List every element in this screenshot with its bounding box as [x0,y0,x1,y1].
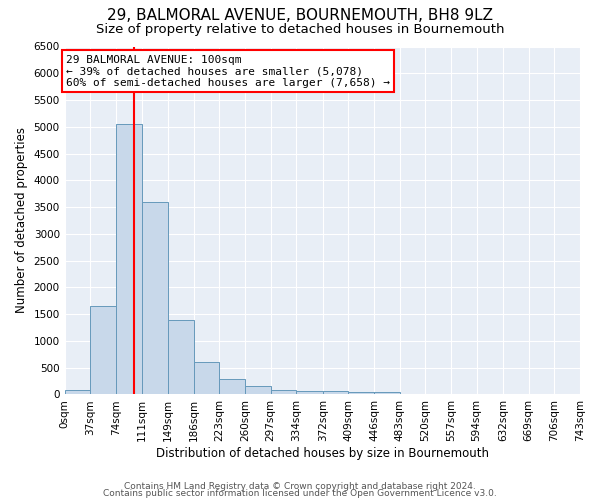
Bar [349,392,374,394]
Bar [116,124,142,394]
Bar [271,390,296,394]
Text: Contains public sector information licensed under the Open Government Licence v3: Contains public sector information licen… [103,489,497,498]
Bar [374,392,400,394]
Bar [142,202,168,394]
Text: 29 BALMORAL AVENUE: 100sqm
← 39% of detached houses are smaller (5,078)
60% of s: 29 BALMORAL AVENUE: 100sqm ← 39% of deta… [66,54,390,88]
Bar [296,390,323,394]
Bar [65,390,91,394]
Text: 29, BALMORAL AVENUE, BOURNEMOUTH, BH8 9LZ: 29, BALMORAL AVENUE, BOURNEMOUTH, BH8 9L… [107,8,493,22]
Y-axis label: Number of detached properties: Number of detached properties [15,128,28,314]
Bar [323,391,349,394]
Text: Size of property relative to detached houses in Bournemouth: Size of property relative to detached ho… [96,22,504,36]
X-axis label: Distribution of detached houses by size in Bournemouth: Distribution of detached houses by size … [156,447,489,460]
Text: Contains HM Land Registry data © Crown copyright and database right 2024.: Contains HM Land Registry data © Crown c… [124,482,476,491]
Bar [91,306,116,394]
Bar [245,386,271,394]
Bar [168,320,194,394]
Bar [194,362,220,394]
Bar [220,380,245,394]
